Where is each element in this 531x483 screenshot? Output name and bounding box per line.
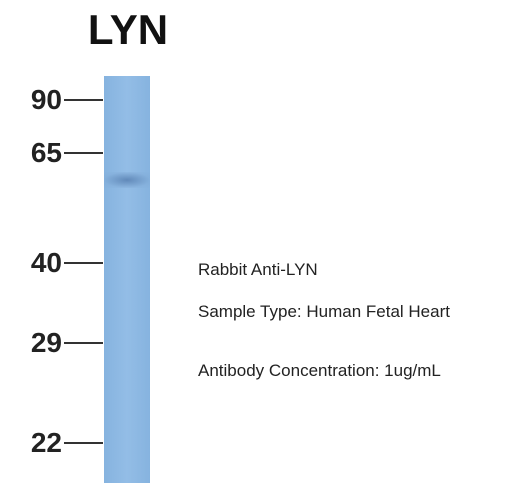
annotation: Rabbit Anti-LYN [198,262,318,278]
annotation: Antibody Concentration: 1ug/mL [198,363,441,379]
marker-tick [64,442,103,444]
marker-tick [64,152,103,154]
marker-tick [64,262,103,264]
marker-label: 90 [0,86,62,114]
marker-label: 40 [0,249,62,277]
marker-label: 65 [0,139,62,167]
title: LYN [78,6,178,54]
marker-label: 22 [0,429,62,457]
marker-tick [64,99,103,101]
marker-label: 29 [0,329,62,357]
blot-lane [104,76,150,483]
annotation: Sample Type: Human Fetal Heart [198,304,488,320]
marker-tick [64,342,103,344]
page: LYN Rabbit Anti-LYN Sample Type: Human F… [0,0,531,483]
blot-band [104,172,150,188]
